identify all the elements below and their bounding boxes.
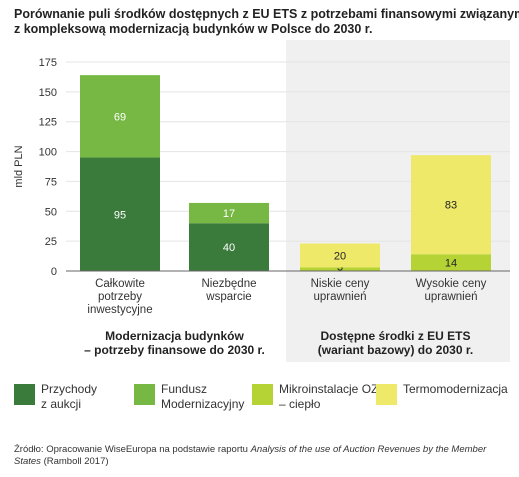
y-axis-label: mld PLN — [13, 145, 25, 187]
group-label-1: Dostępne środki z EU ETS (wariant bazowy)… — [318, 329, 473, 357]
legend-swatch-mikro — [252, 384, 273, 405]
bar-termo-3 — [411, 155, 491, 255]
x-tick-label-1: Niezbędne wsparcie — [202, 278, 257, 303]
stacked-bar-chart: 0 25 50 75 100 125 150 175 mld PLN 95 69 40 17 320 14 8… — [13, 40, 510, 362]
legend-label-mikro: Mikroinstalacje OZE – ciepło — [279, 382, 387, 411]
data-label-fundusz-1: 17 — [223, 208, 235, 220]
legend-swatch-fundusz — [134, 384, 155, 405]
source-prefix: Źródło: Opracowanie WiseEuropa na podsta… — [14, 444, 251, 455]
data-label-przychody-0: 95 — [114, 209, 126, 221]
y-tick-label-25: 25 — [45, 236, 57, 248]
data-label-termo-3: 83 — [445, 200, 457, 212]
chart-area: 0 25 50 75 100 125 150 175 mld PLN 95 69 40 17 3 20 14 8… — [0, 40, 519, 370]
legend-swatch-przychody — [14, 384, 35, 405]
bar-mikro-2 — [300, 267, 380, 271]
legend-label-termo: Termomodernizacja — [403, 382, 508, 396]
data-label-przychody-1: 40 — [223, 242, 235, 254]
legend-label-fundusz: Fundusz Modernizacyjny — [161, 382, 245, 411]
chart-title-line-1: Porównanie puli środków dostępnych z EU … — [14, 7, 519, 21]
data-label-mikro-3: 14 — [445, 258, 457, 270]
group-label-0: Modernizacja budynków – potrzeby finansow… — [84, 329, 265, 357]
y-tick-label-50: 50 — [45, 206, 57, 218]
chart-legend: Przychody z aukcji Fundusz Modernizacyjny… — [0, 382, 519, 427]
x-tick-label-0: Całkowite potrzeby inwestycyjne — [87, 278, 152, 316]
legend-item-termo: Termomodernizacja — [376, 382, 508, 405]
bar-fundusz-1 — [189, 202, 269, 224]
data-label-mikro-2: 3 — [337, 262, 343, 274]
y-tick-label-175: 175 — [39, 57, 57, 69]
data-label-termo-2: 20 — [334, 250, 346, 262]
y-tick-label-125: 125 — [39, 117, 57, 129]
legend-label-przychody: Przychody z aukcji — [41, 382, 98, 411]
y-tick-label-75: 75 — [45, 176, 57, 188]
bar-przychody-1 — [189, 223, 269, 271]
bar-termo-2 — [300, 243, 380, 268]
x-tick-label-3: Wysokie ceny uprawnień — [416, 278, 487, 303]
legend-item-przychody: Przychody z aukcji — [14, 382, 97, 412]
data-label-fundusz-0: 69 — [114, 111, 126, 123]
y-tick-label-150: 150 — [39, 87, 57, 99]
source-note: Źródło: Opracowanie WiseEuropa na podsta… — [14, 444, 509, 468]
x-tick-label-2: Niskie ceny uprawnień — [311, 278, 370, 303]
bar-fundusz-0 — [80, 75, 160, 158]
bar-mikro-3 — [411, 254, 491, 271]
legend-item-mikro: Mikroinstalacje OZE – ciepło — [252, 382, 386, 412]
y-tick-label-100: 100 — [39, 147, 57, 159]
legend-swatch-termo — [376, 384, 397, 405]
legend-item-fundusz: Fundusz Modernizacyjny — [134, 382, 244, 412]
source-title: Analysis of the use of Auction Revenues … — [14, 444, 487, 467]
bar-przychody-0 — [80, 157, 160, 271]
y-tick-label-0: 0 — [51, 266, 57, 278]
source-suffix: (Ramboll 2017) — [40, 456, 109, 467]
chart-title-line-2: z kompleksową modernizacją budynków w Po… — [14, 22, 373, 36]
chart-title: Porównanie puli środków dostępnych z EU … — [14, 7, 519, 37]
